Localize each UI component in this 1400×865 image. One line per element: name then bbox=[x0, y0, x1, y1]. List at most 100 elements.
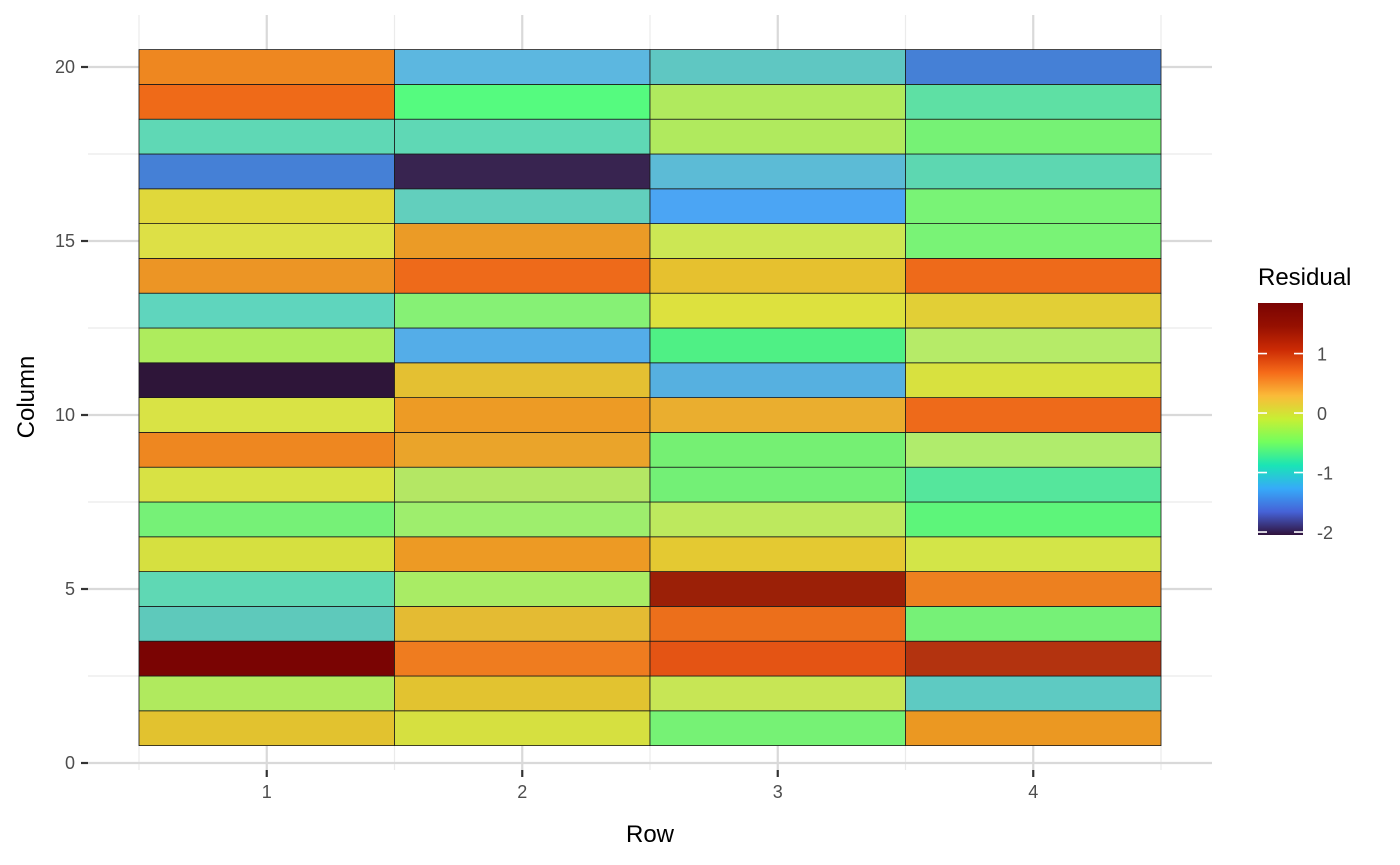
heatmap-cell-r3-c19 bbox=[649, 84, 906, 120]
heatmap-cell-r2-c9 bbox=[394, 431, 651, 468]
heatmap-cell-r1-c19 bbox=[138, 84, 395, 120]
heatmap-cell-r1-c7 bbox=[138, 501, 395, 538]
heatmap-cell-r3-c14 bbox=[649, 257, 906, 294]
heatmap-cell-r1-c14 bbox=[138, 257, 395, 294]
heatmap-cell-r3-c11 bbox=[649, 362, 906, 398]
heatmap-cell-r4-c14 bbox=[905, 257, 1162, 294]
heatmap-cell-r2-c13 bbox=[394, 292, 651, 329]
heatmap-cell-r1-c9 bbox=[138, 431, 395, 468]
heatmap-cell-r3-c3 bbox=[649, 640, 906, 677]
heatmap-cell-r3-c9 bbox=[649, 431, 906, 468]
x-tick-label: 1 bbox=[262, 782, 272, 802]
y-tick-label: 0 bbox=[65, 753, 75, 773]
heatmap-cell-r2-c19 bbox=[394, 84, 651, 120]
heatmap-cell-r4-c13 bbox=[905, 292, 1162, 329]
y-axis: 0 5 10 15 20 bbox=[55, 57, 88, 773]
heatmap-cell-r3-c1 bbox=[649, 710, 906, 746]
heatmap-cell-r3-c12 bbox=[649, 327, 906, 364]
legend-title: Residual bbox=[1258, 264, 1351, 291]
heatmap-cell-r1-c3 bbox=[138, 640, 395, 677]
heatmap-cell-r4-c5 bbox=[905, 571, 1162, 607]
heatmap-cell-r3-c7 bbox=[649, 501, 906, 538]
heatmap-cell-r1-c18 bbox=[138, 118, 395, 155]
heatmap-cell-r4-c8 bbox=[905, 466, 1162, 503]
y-tick-label: 15 bbox=[55, 231, 75, 251]
heatmap-cell-r1-c13 bbox=[138, 292, 395, 329]
heatmap-cell-r4-c9 bbox=[905, 431, 1162, 468]
heatmap-cell-r3-c6 bbox=[649, 536, 906, 572]
heatmap-cell-r2-c6 bbox=[394, 536, 651, 572]
heatmap-cell-r2-c12 bbox=[394, 327, 651, 364]
heatmap-cell-r2-c3 bbox=[394, 640, 651, 677]
heatmap-cell-r1-c15 bbox=[138, 223, 395, 259]
heatmap-cell-r1-c10 bbox=[138, 397, 395, 433]
heatmap-cell-r1-c20 bbox=[138, 49, 395, 85]
color-legend: Residual 1 0 -1 -2 bbox=[1258, 264, 1351, 543]
heatmap-cell-r4-c4 bbox=[905, 606, 1162, 642]
x-axis-title: Row bbox=[626, 821, 675, 848]
heatmap-cell-r3-c20 bbox=[649, 49, 906, 85]
heatmap-cell-r4-c16 bbox=[905, 188, 1162, 225]
heatmap-cell-r1-c11 bbox=[138, 362, 395, 398]
heatmap-cell-r3-c5 bbox=[649, 571, 906, 607]
heatmap-cell-r2-c5 bbox=[394, 571, 651, 607]
heatmap-cell-r4-c20 bbox=[905, 49, 1162, 85]
heatmap-cell-r3-c16 bbox=[649, 188, 906, 225]
heatmap-cell-r2-c4 bbox=[394, 606, 651, 642]
heatmap-cell-r4-c2 bbox=[905, 675, 1162, 712]
heatmap-cell-r4-c19 bbox=[905, 84, 1162, 120]
heatmap-cell-r2-c10 bbox=[394, 397, 651, 433]
y-tick-label: 20 bbox=[55, 57, 75, 77]
heatmap-cell-r4-c15 bbox=[905, 223, 1162, 259]
heatmap-cell-r4-c7 bbox=[905, 501, 1162, 538]
heatmap-cell-r1-c17 bbox=[138, 153, 395, 190]
x-tick-label: 3 bbox=[773, 782, 783, 802]
heatmap-cell-r2-c2 bbox=[394, 675, 651, 712]
heatmap-cell-r3-c18 bbox=[649, 118, 906, 155]
heatmap-cell-r1-c8 bbox=[138, 466, 395, 503]
heatmap-cell-r4-c3 bbox=[905, 640, 1162, 677]
heatmap-cell-r3-c4 bbox=[649, 606, 906, 642]
heatmap-cell-r2-c18 bbox=[394, 118, 651, 155]
heatmap-cell-r2-c8 bbox=[394, 466, 651, 503]
heatmap-cell-r1-c1 bbox=[138, 710, 395, 746]
heatmap-cell-r2-c14 bbox=[394, 257, 651, 294]
heatmap-cell-r3-c10 bbox=[649, 397, 906, 433]
heatmap-cell-r1-c6 bbox=[138, 536, 395, 572]
legend-label: 1 bbox=[1317, 345, 1327, 365]
legend-ticks: 1 0 -1 -2 bbox=[1258, 345, 1333, 543]
heatmap-cell-r4-c11 bbox=[905, 362, 1162, 398]
heatmap-cell-r4-c17 bbox=[905, 153, 1162, 190]
y-axis-title: Column bbox=[13, 356, 40, 439]
heatmap-cell-r2-c11 bbox=[394, 362, 651, 398]
heatmap-cell-r3-c8 bbox=[649, 466, 906, 503]
heatmap-cell-r4-c6 bbox=[905, 536, 1162, 572]
heatmap-cell-r4-c18 bbox=[905, 118, 1162, 155]
heatmap-cell-r1-c4 bbox=[138, 606, 395, 642]
heatmap-cell-r4-c1 bbox=[905, 710, 1162, 746]
heatmap-cell-r2-c7 bbox=[394, 501, 651, 538]
heatmap-cell-r2-c16 bbox=[394, 188, 651, 225]
heatmap-cell-r4-c12 bbox=[905, 327, 1162, 364]
heatmap-cell-r1-c5 bbox=[138, 571, 395, 607]
heatmap-cell-r2-c20 bbox=[394, 49, 651, 85]
legend-label: -1 bbox=[1317, 464, 1333, 484]
heatmap-cells bbox=[138, 49, 1162, 746]
legend-colorbar bbox=[1258, 303, 1303, 535]
x-tick-label: 2 bbox=[517, 782, 527, 802]
y-tick-label: 10 bbox=[55, 405, 75, 425]
heatmap-cell-r3-c13 bbox=[649, 292, 906, 329]
heatmap-cell-r2-c17 bbox=[394, 153, 651, 190]
heatmap-cell-r3-c17 bbox=[649, 153, 906, 190]
heatmap-cell-r3-c15 bbox=[649, 223, 906, 259]
legend-label: 0 bbox=[1317, 404, 1327, 424]
y-tick-label: 5 bbox=[65, 579, 75, 599]
x-axis: 1 2 3 4 bbox=[262, 770, 1038, 802]
heatmap-cell-r2-c15 bbox=[394, 223, 651, 259]
heatmap-cell-r1-c12 bbox=[138, 327, 395, 364]
heatmap-cell-r1-c16 bbox=[138, 188, 395, 225]
heatmap-cell-r3-c2 bbox=[649, 675, 906, 712]
legend-label: -2 bbox=[1317, 523, 1333, 543]
x-tick-label: 4 bbox=[1028, 782, 1038, 802]
